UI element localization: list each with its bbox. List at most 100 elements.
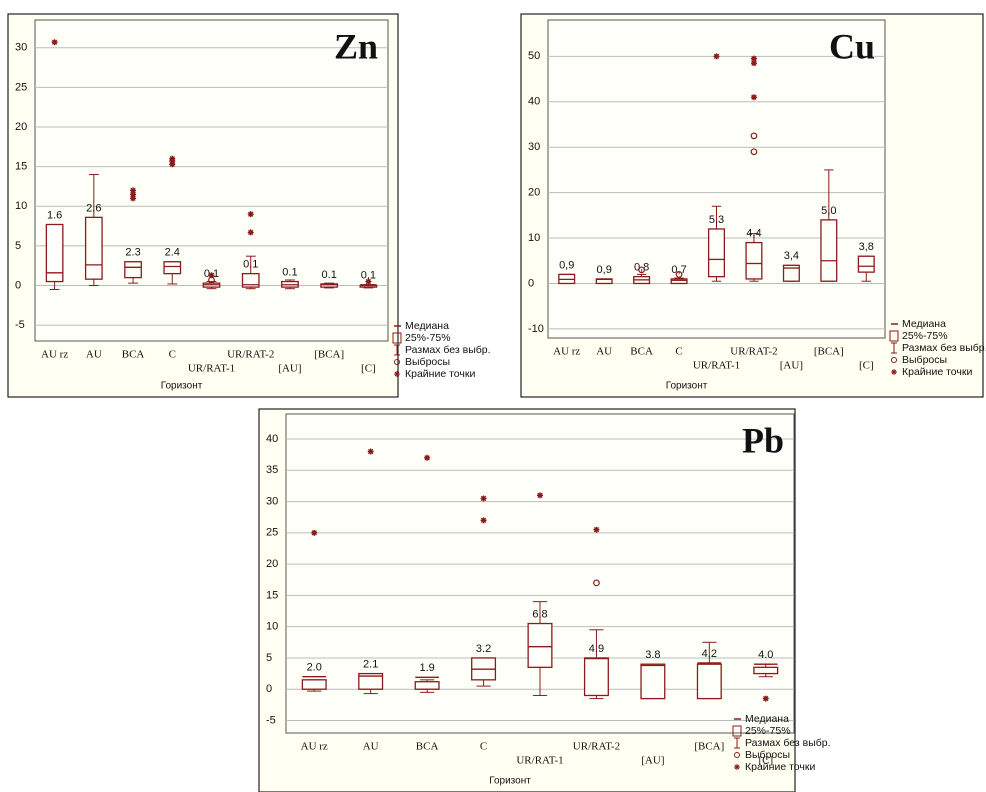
outlier	[750, 148, 758, 156]
box-group: [BCA] 0.1	[314, 269, 344, 361]
box-group: BCA 2.3	[122, 187, 145, 361]
legend-label: Медиана	[902, 318, 946, 330]
y-tick-label: 25	[15, 81, 27, 93]
box	[163, 261, 182, 275]
median-label: 0,9	[559, 259, 574, 271]
plot-area	[547, 19, 886, 339]
legend-swatch	[734, 764, 740, 770]
x-tick-label: UR/RAT-1	[516, 755, 563, 767]
y-tick-label: 35	[266, 464, 278, 476]
median-label: 0.1	[322, 269, 337, 281]
median-label: 1.9	[419, 662, 434, 674]
x-tick-label: AU	[363, 741, 379, 753]
y-tick-label: 5	[15, 240, 21, 252]
box	[241, 272, 260, 288]
legend-label: Крайние точки	[902, 366, 972, 378]
box-group: UR/RAT-1 5,3	[693, 53, 740, 372]
extreme-point	[169, 161, 176, 168]
legend-label: 25%-75%	[745, 725, 791, 737]
x-tick-label: [C]	[361, 363, 376, 375]
extreme-point	[750, 60, 757, 67]
chart-title: Zn	[334, 26, 378, 66]
extreme-point	[713, 53, 720, 60]
legend-label: Медиана	[405, 320, 449, 332]
x-tick-label: AU rz	[301, 741, 328, 753]
box-group: AU 2.6	[84, 174, 103, 361]
x-tick-label: [AU]	[278, 363, 301, 375]
box-group: UR/RAT-2 4.9	[573, 526, 620, 753]
extreme-point	[311, 529, 318, 536]
y-tick-label: 10	[15, 200, 27, 212]
x-tick-label: AU rz	[553, 346, 580, 358]
y-tick-label: 10	[266, 621, 278, 633]
box	[820, 219, 838, 282]
median-label: 0.1	[282, 266, 297, 278]
box	[358, 672, 384, 690]
x-tick-label: AU	[86, 349, 102, 361]
x-axis-label: Горизонт	[666, 381, 708, 392]
box	[124, 261, 142, 279]
x-tick-label: AU rz	[41, 349, 68, 361]
legend-swatch	[392, 332, 402, 344]
y-tick-label: 30	[266, 495, 278, 507]
median-label: 2.4	[165, 247, 180, 259]
box	[640, 663, 666, 700]
x-tick-label: UR/RAT-1	[693, 360, 740, 372]
box-group: AU rz 0,9	[553, 259, 580, 357]
y-tick-label: 10	[528, 232, 540, 244]
y-tick-label: 0	[15, 279, 21, 291]
median-label: 3.2	[476, 643, 491, 655]
extreme-point	[130, 195, 137, 202]
extreme-point	[762, 695, 769, 702]
box-group: [C] 4.0	[753, 649, 779, 767]
box	[320, 283, 339, 288]
x-tick-label: [C]	[859, 360, 874, 372]
extreme-point	[537, 492, 543, 499]
x-tick-label: C	[675, 346, 682, 358]
median-label: 0,9	[597, 264, 612, 276]
x-tick-label: [AU]	[641, 755, 664, 767]
y-tick-label: 40	[266, 433, 278, 445]
outlier	[750, 132, 758, 140]
outlier	[675, 271, 683, 278]
legend-label: Медиана	[745, 713, 789, 725]
box-group: AU 0,9	[595, 264, 613, 358]
box-group: BCA 1.9	[414, 454, 440, 753]
median-label: 5,3	[709, 214, 724, 226]
extreme-point	[208, 272, 215, 279]
extreme-point	[367, 448, 374, 455]
median-label: 3.8	[645, 649, 660, 661]
box-group: UR/RAT-10.1	[188, 268, 235, 374]
box-group: AU rz 1.6	[41, 39, 68, 361]
x-tick-label: BCA	[122, 349, 145, 361]
x-axis-label: Горизонт	[161, 381, 203, 392]
x-tick-label: UR/RAT-2	[573, 741, 620, 753]
y-tick-label: 20	[15, 121, 27, 133]
extreme-point	[169, 155, 176, 162]
box-group: [BCA] 4.2	[694, 641, 724, 753]
x-tick-label: BCA	[630, 346, 653, 358]
extreme-point	[247, 229, 254, 236]
box	[301, 679, 327, 690]
extreme-point	[130, 191, 137, 198]
x-tick-label: [C]	[758, 755, 773, 767]
extreme-point	[480, 495, 487, 502]
outlier	[638, 266, 646, 274]
box-group: C 0,7	[670, 264, 688, 358]
median-label: 0.1	[361, 270, 376, 282]
x-tick-label: C	[169, 349, 176, 361]
legend-label: Выбросы	[405, 356, 450, 368]
extreme-point	[247, 211, 254, 218]
box	[583, 657, 609, 697]
legend-label: Крайние точки	[405, 368, 475, 380]
box	[707, 228, 726, 278]
box-group: UR/RAT-1 6.8	[516, 492, 564, 767]
median-label: 0,7	[671, 264, 686, 276]
box-group: [AU] 0.1	[278, 266, 301, 374]
legend-swatch	[889, 330, 899, 342]
y-tick-label: 20	[266, 558, 278, 570]
plot-area	[34, 19, 389, 342]
y-tick-label: 0	[528, 277, 534, 289]
box-group: [AU] 3.8	[640, 649, 666, 767]
legend-label: 25%-75%	[902, 330, 948, 342]
